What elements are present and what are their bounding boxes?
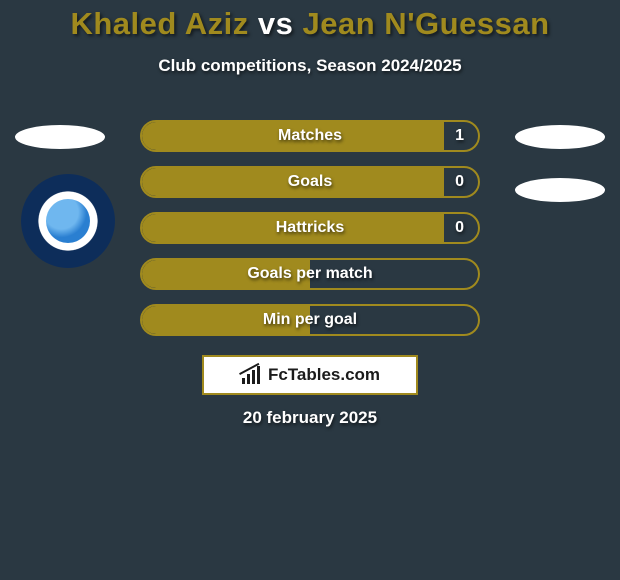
- date-text: 20 february 2025: [0, 408, 620, 428]
- stat-row: Hattricks0: [140, 212, 480, 244]
- stat-row: Goals per match: [140, 258, 480, 290]
- stat-row: Goals0: [140, 166, 480, 198]
- brand-box: FcTables.com: [202, 355, 418, 395]
- stat-label: Goals: [142, 168, 478, 196]
- stat-row: Matches1: [140, 120, 480, 152]
- player1-club-badge: [21, 174, 115, 268]
- player2-club-pill-2: [515, 178, 605, 202]
- brand-chart-icon: [240, 366, 262, 384]
- vs-text: vs: [258, 6, 293, 41]
- stat-value: 0: [455, 168, 464, 196]
- stat-label: Min per goal: [142, 306, 478, 334]
- stat-label: Hattricks: [142, 214, 478, 242]
- stat-rows: Matches1Goals0Hattricks0Goals per matchM…: [140, 120, 480, 350]
- player1-club-pill: [15, 125, 105, 149]
- comparison-title: Khaled Aziz vs Jean N'Guessan: [0, 0, 620, 42]
- stat-label: Matches: [142, 122, 478, 150]
- stat-label: Goals per match: [142, 260, 478, 288]
- stat-value: 0: [455, 214, 464, 242]
- player2-name: Jean N'Guessan: [303, 6, 550, 41]
- stat-row: Min per goal: [140, 304, 480, 336]
- club-badge-ball: [46, 199, 90, 243]
- stat-value: 1: [455, 122, 464, 150]
- brand-text: FcTables.com: [268, 365, 380, 385]
- player1-name: Khaled Aziz: [70, 6, 248, 41]
- player2-club-pill-1: [515, 125, 605, 149]
- subtitle: Club competitions, Season 2024/2025: [0, 56, 620, 76]
